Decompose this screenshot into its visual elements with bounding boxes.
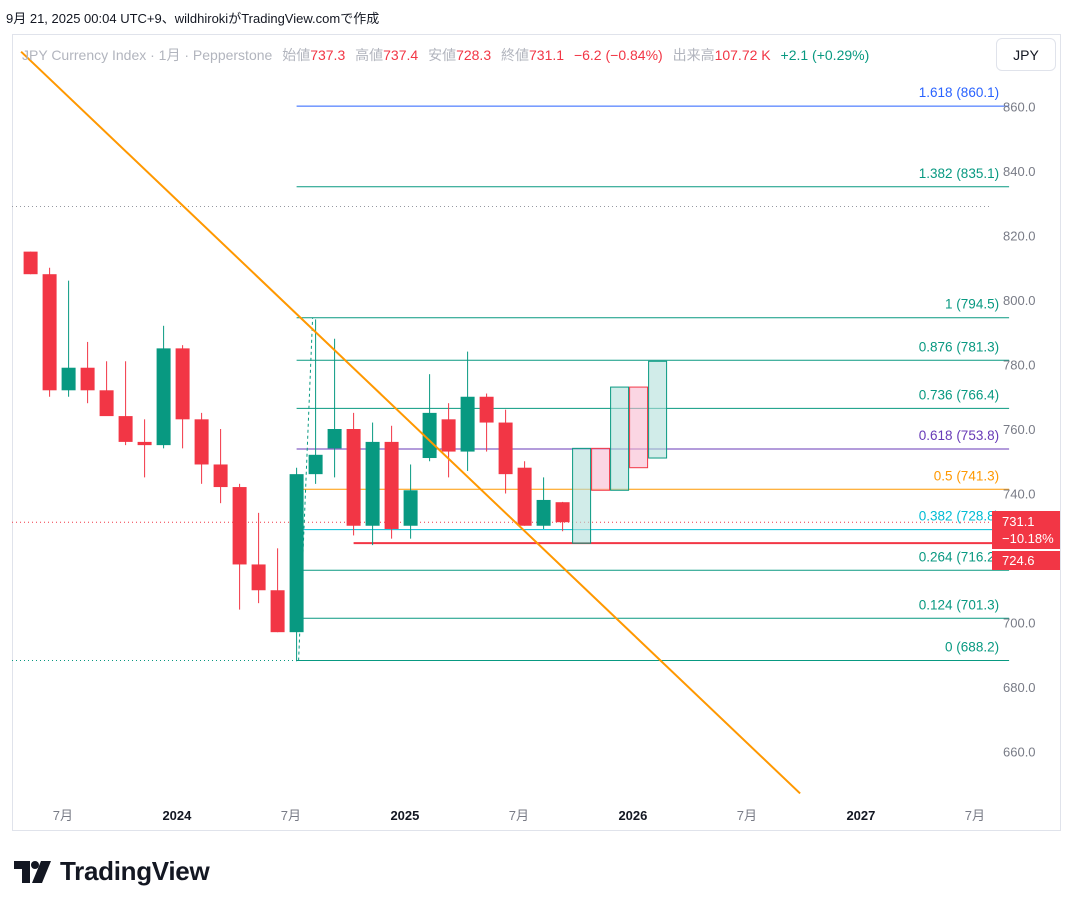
candle-body [308,454,323,475]
candle-body [384,441,399,529]
legend-volume-label: 出来高 [672,47,715,63]
legend-symbol[interactable]: JPY Currency Index · 1月 · Pepperstone [22,47,273,63]
time-tick-label: 7月 [281,808,301,823]
price-tick-label: 660.0 [1003,745,1036,760]
legend-close-label: 終値 [501,47,530,63]
tradingview-logo-icon [14,860,51,883]
candle-body [99,390,114,417]
price-tick-label: 860.0 [1003,100,1036,115]
level-price: 724.6 [1002,553,1035,568]
fib-level-label: 0.382 (728.8) [919,509,999,524]
fib-level-label: 0.618 (753.8) [919,428,999,443]
candle-body [42,274,57,391]
candle-body [118,416,133,442]
currency-button[interactable]: JPY [996,38,1056,71]
fib-level-label: 1.618 (860.1) [919,85,999,100]
candle-body [441,419,456,452]
level-price-badge: 724.6 [992,551,1060,570]
candle-body [289,474,304,633]
projection-layer [572,360,668,544]
time-tick-label: 2025 [390,808,419,823]
candle-body [137,441,152,446]
projection-box [629,386,649,469]
candle-body [213,464,228,488]
projection-box [591,447,611,491]
chart-caption: 9月 21, 2025 00:04 UTC+9、wildhirokiがTradi… [6,11,380,26]
price-tick-label: 800.0 [1003,293,1036,308]
time-tick-label: 2027 [846,808,875,823]
legend-volume-change: +2.1 (+0.29%) [780,47,870,63]
trendline-layer [20,50,801,795]
fib-level-label: 0 (688.2) [945,640,999,655]
candle-body [498,422,513,475]
legend-open-label: 始値 [282,47,311,63]
price-tick-label: 740.0 [1003,487,1036,502]
brand-name: TradingView [60,856,210,886]
time-tick-label: 7月 [53,808,73,823]
fib-level-label: 0.736 (766.4) [919,387,999,402]
candle-body [270,590,285,633]
price-tick-label: 760.0 [1003,422,1036,437]
price-tick-label: 820.0 [1003,229,1036,244]
legend-change: −6.2 (−0.84%) [573,47,663,63]
candle-body [460,396,475,452]
time-tick-label: 7月 [509,808,529,823]
time-tick-label: 2024 [162,808,192,823]
candles-layer [23,251,570,662]
candle-body [327,429,342,449]
fib-level-label: 0.876 (781.3) [919,339,999,354]
candle-body [175,348,190,420]
last-price-badge: 731.1 −10.18% [992,511,1060,549]
legend-close: 731.1 [529,47,565,63]
candle-body [23,251,38,275]
tradingview-logo[interactable]: TradingView [14,856,210,887]
legend-open: 737.3 [310,47,346,63]
fibonacci-layer: 0 (688.2) 0.124 (701.3) 0.264 (716.2) 0.382… [296,85,1010,662]
time-tick-label: 7月 [965,808,985,823]
legend-low: 728.3 [456,47,492,63]
fib-level-label: 0.264 (716.2) [919,549,999,564]
projection-box [572,447,592,544]
candle-body [61,367,76,391]
candle-body [80,367,95,391]
time-tick-label: 2026 [618,808,647,823]
fib-level-label: 1.382 (835.1) [919,166,999,181]
last-price-pct: −10.18% [1002,531,1054,546]
time-axis: 7月 2024 7月 2025 7月 2026 7月 2027 7月 [53,808,985,823]
fib-level-label: 0.5 (741.3) [934,468,999,483]
fib-level-label: 0.124 (701.3) [919,597,999,612]
candle-body [536,499,551,526]
candle-body [365,441,380,526]
candle-body [251,564,266,591]
candle-body [156,348,171,446]
time-tick-label: 7月 [737,808,757,823]
candle-body [479,396,494,423]
candle-body [555,502,570,523]
candle-body [517,467,532,526]
legend-low-label: 安値 [428,47,457,63]
candle-body [194,419,209,465]
price-tick-label: 700.0 [1003,616,1036,631]
fib-level-label: 1 (794.5) [945,297,999,312]
price-tick-label: 780.0 [1003,358,1036,373]
chart-frame [12,34,1061,831]
legend-high: 737.4 [383,47,419,63]
projection-box [648,360,668,459]
legend-high-label: 高値 [355,47,384,63]
trendline [20,50,801,795]
price-tick-label: 840.0 [1003,164,1036,179]
candle-body [403,490,418,526]
legend-volume: 107.72 K [714,47,771,63]
chart-legend: JPY Currency Index · 1月 · Pepperstone 始値… [22,45,869,65]
candle-body [232,487,247,565]
last-price: 731.1 [1002,514,1035,529]
candle-body [346,429,361,526]
price-tick-label: 680.0 [1003,680,1036,695]
candle-body [422,412,437,459]
projection-box [610,386,630,491]
